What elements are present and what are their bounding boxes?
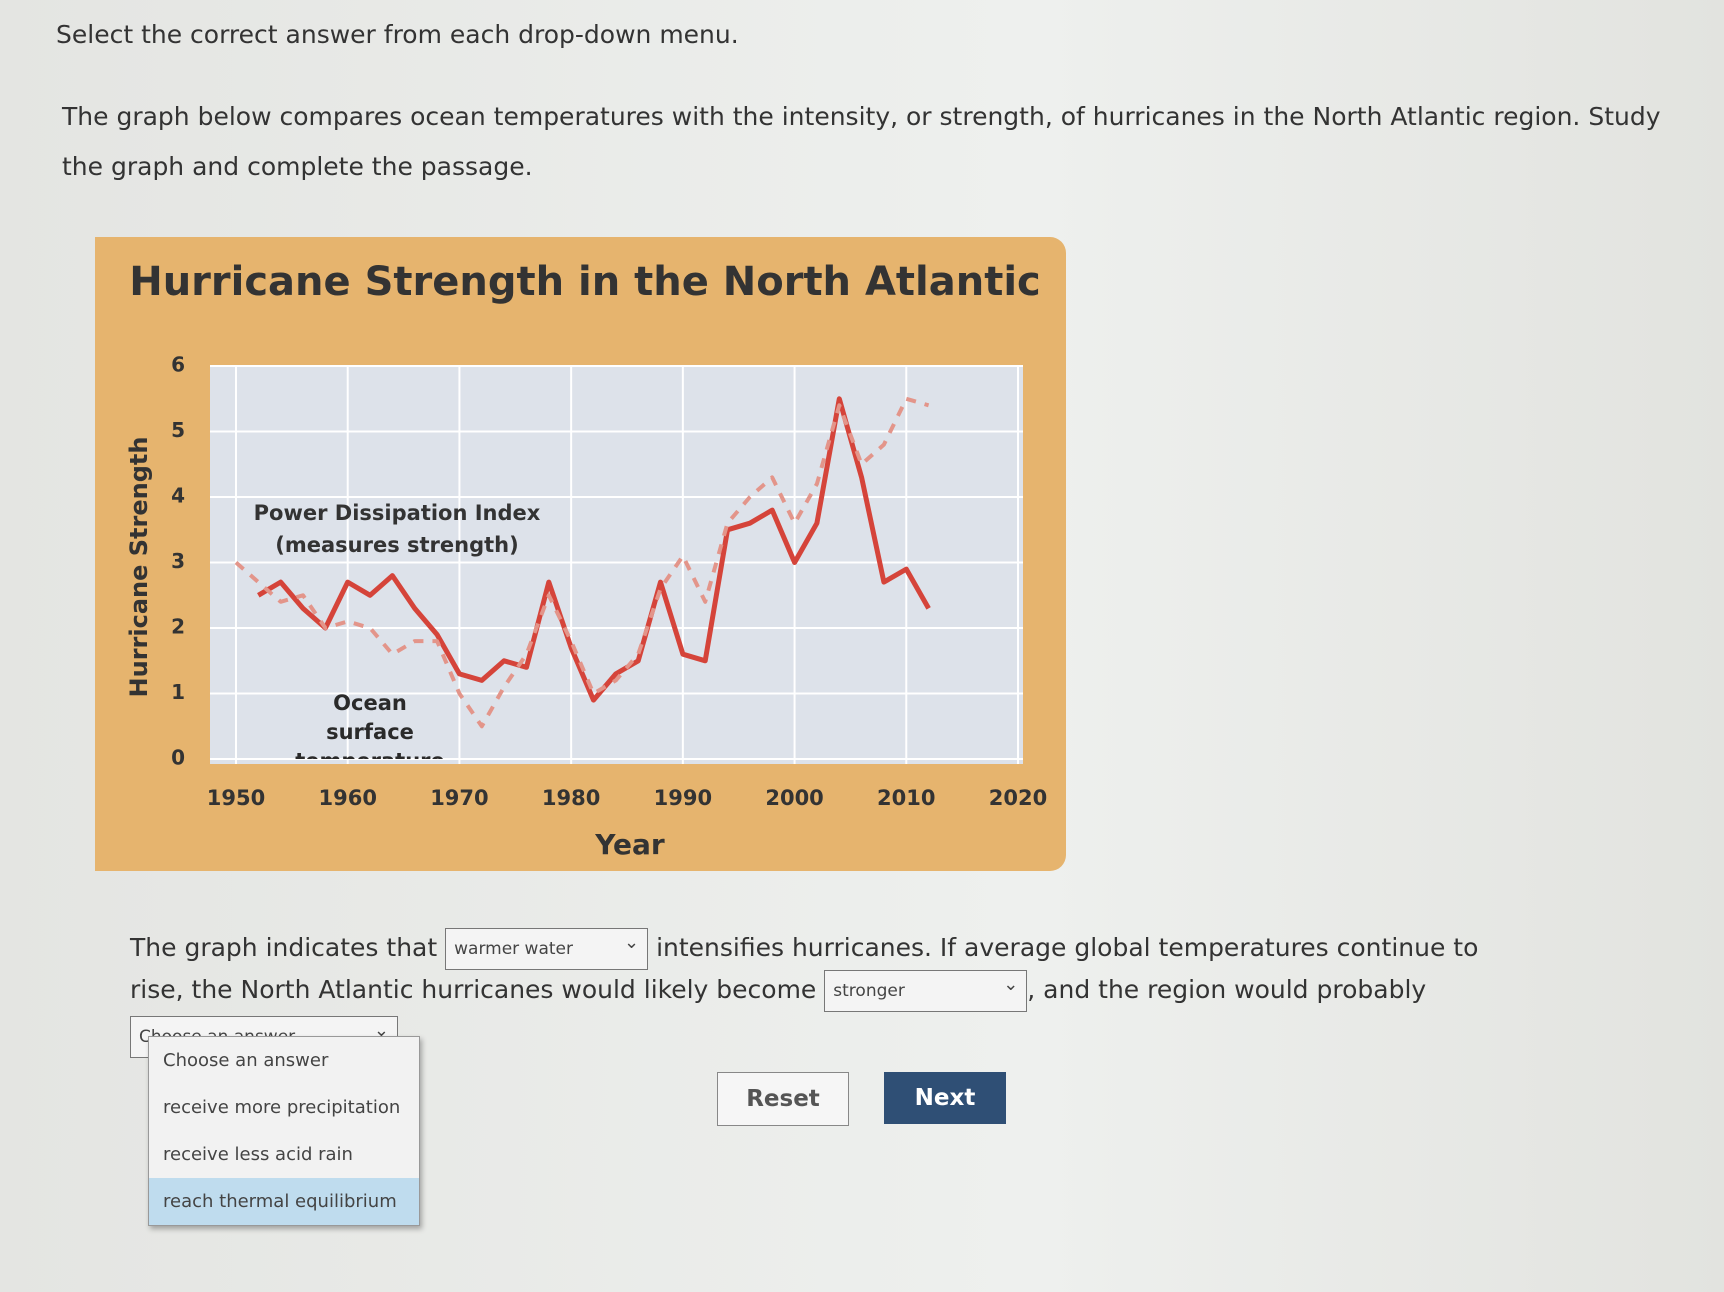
- dropdown[interactable]: warmer water: [445, 925, 649, 970]
- series-line: [257, 396, 931, 703]
- y-tick-label: 3: [171, 549, 185, 573]
- series-label: Ocean surface temperature: [295, 691, 445, 759]
- series-note: (measures strength): [275, 533, 518, 557]
- x-tick-label: 2020: [989, 786, 1047, 810]
- instruction: Select the correct answer from each drop…: [56, 20, 739, 49]
- x-tick-label: 2010: [877, 786, 935, 810]
- dropdown-option[interactable]: receive more precipitation: [163, 1097, 401, 1118]
- chart-title: Hurricane Strength in the North Atlantic: [129, 259, 1041, 305]
- y-axis-label: Hurricane Strength: [125, 437, 153, 698]
- dropdown-option[interactable]: reach thermal equilibrium: [149, 1178, 419, 1225]
- x-tick-label: 1970: [430, 786, 488, 810]
- series-label-box: Ocean surface temperature: [295, 691, 445, 759]
- x-tick-label: 1980: [542, 786, 600, 810]
- x-axis-label: Year: [594, 828, 665, 861]
- passage-text: , and the region would probably: [1027, 975, 1427, 1004]
- y-tick-label: 5: [171, 418, 185, 442]
- series-label: Power Dissipation Index: [254, 501, 541, 525]
- passage: The graph indicates that warmer water in…: [130, 925, 1530, 1058]
- y-tick-label: 6: [171, 353, 185, 377]
- dropdown-option[interactable]: Choose an answer: [163, 1050, 329, 1071]
- x-tick-label: 1960: [318, 786, 376, 810]
- y-tick-label: 1: [171, 680, 185, 704]
- dropdown-option[interactable]: receive less acid rain: [163, 1144, 353, 1165]
- y-tick-label: 4: [171, 484, 185, 508]
- dropdown[interactable]: stronger: [824, 967, 1028, 1012]
- next-button[interactable]: Next: [884, 1072, 1006, 1124]
- y-tick-label: 2: [171, 615, 185, 639]
- passage-text: The graph indicates that: [130, 933, 438, 962]
- reset-button[interactable]: Reset: [717, 1072, 849, 1126]
- x-tick-label: 1990: [654, 786, 712, 810]
- passage-text: .: [398, 1019, 406, 1048]
- chart: Hurricane Strength in the North Atlantic…: [95, 237, 1066, 871]
- prompt: The graph below compares ocean temperatu…: [62, 102, 1661, 181]
- series-line: [234, 396, 930, 729]
- x-tick-label: 1950: [207, 786, 265, 810]
- chart-card: [95, 237, 155, 871]
- x-tick-label: 2000: [765, 786, 823, 810]
- passage-text: intensifies hurricanes. If average globa…: [130, 933, 1479, 1004]
- y-tick-label: 0: [171, 746, 185, 770]
- dropdown-list: Choose an answer receive more precipitat…: [148, 1036, 420, 1226]
